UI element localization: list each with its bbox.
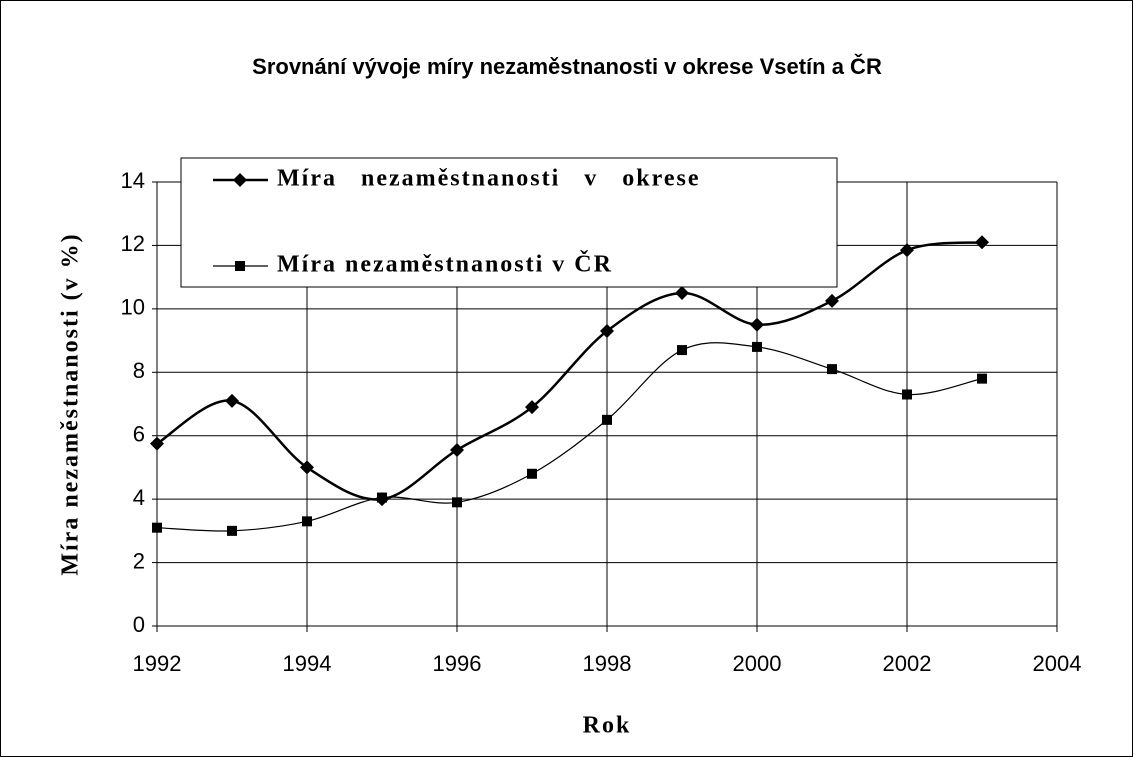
square-marker <box>827 364 837 375</box>
legend-box <box>180 157 838 288</box>
square-marker <box>752 341 762 352</box>
x-tick-label: 2004 <box>1033 651 1082 676</box>
y-tick-label: 4 <box>133 485 145 510</box>
diamond-marker <box>750 317 764 332</box>
chart-title: Srovnání vývoje míry nezaměstnanosti v o… <box>252 54 882 79</box>
square-marker <box>152 522 162 533</box>
square-marker <box>227 525 237 536</box>
y-tick-label: 2 <box>133 548 145 573</box>
y-tick-label: 14 <box>121 168 145 193</box>
diamond-marker <box>150 436 164 451</box>
square-marker <box>235 261 245 271</box>
diamond-marker <box>225 393 239 408</box>
diamond-marker <box>600 324 614 339</box>
diamond-marker <box>525 400 539 415</box>
legend-label: Míra nezaměstnanosti v okrese <box>277 166 701 192</box>
diamond-marker <box>450 442 464 457</box>
diamond-marker <box>675 286 689 300</box>
x-tick-label: 1992 <box>133 651 182 676</box>
square-marker <box>677 345 687 356</box>
x-tick-label: 2002 <box>883 651 932 676</box>
diamond-marker <box>900 243 914 258</box>
y-tick-label: 0 <box>133 612 145 637</box>
diamond-marker <box>975 235 989 250</box>
x-tick-label: 1994 <box>283 651 332 676</box>
y-tick-label: 12 <box>121 231 145 256</box>
square-marker <box>302 516 312 527</box>
x-axis-label: Rok <box>583 713 632 739</box>
diamond-marker <box>233 173 247 187</box>
square-marker <box>527 468 537 479</box>
diamond-marker <box>825 293 839 308</box>
y-axis-label: Míra nezaměstnanosti (v %) <box>58 232 84 575</box>
square-marker <box>602 414 612 425</box>
square-marker <box>977 373 987 384</box>
square-marker <box>452 497 462 508</box>
y-tick-label: 10 <box>121 295 145 320</box>
x-tick-label: 2000 <box>733 651 782 676</box>
diamond-marker <box>300 460 314 475</box>
square-marker <box>902 389 912 400</box>
square-marker <box>377 492 387 503</box>
x-tick-label: 1996 <box>433 651 482 676</box>
x-tick-label: 1998 <box>583 651 632 676</box>
y-tick-label: 8 <box>133 358 145 383</box>
series-line <box>156 342 983 532</box>
y-tick-label: 6 <box>133 422 145 447</box>
legend-label: Míra nezaměstnanosti v ČR <box>277 251 613 278</box>
